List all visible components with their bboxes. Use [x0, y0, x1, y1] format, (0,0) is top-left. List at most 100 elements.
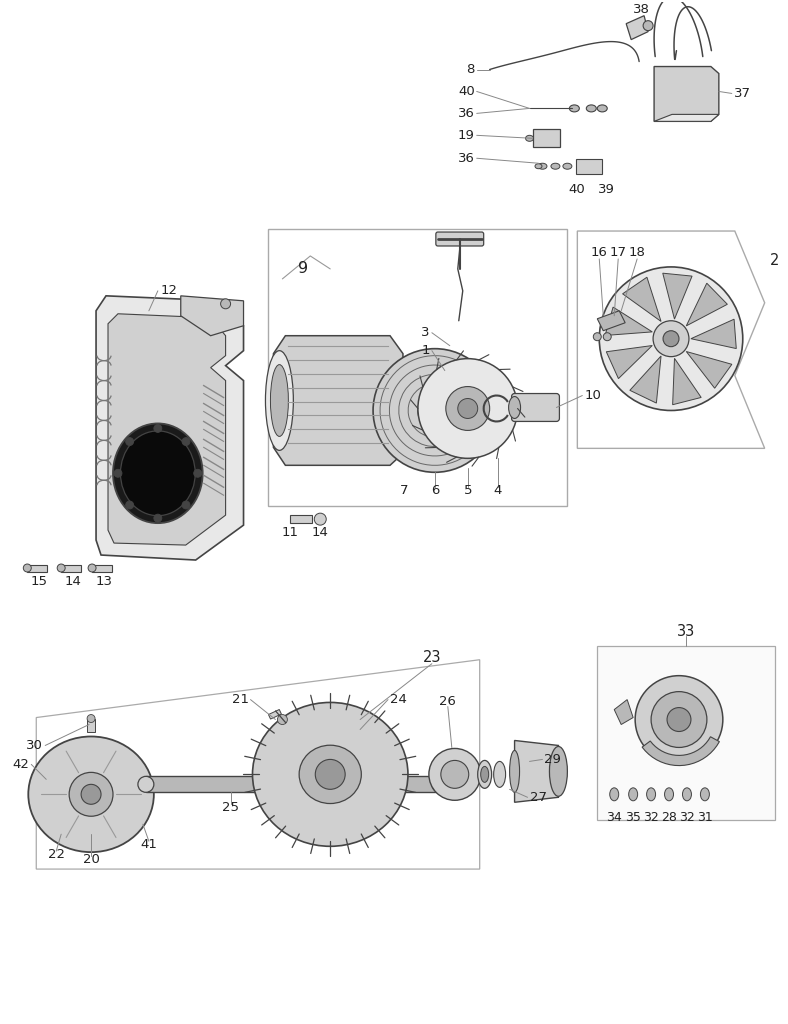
Circle shape — [635, 676, 723, 764]
Text: 26: 26 — [440, 695, 456, 708]
Ellipse shape — [481, 766, 489, 782]
Text: 16: 16 — [591, 247, 608, 259]
Text: 19: 19 — [458, 129, 474, 141]
Polygon shape — [403, 390, 447, 411]
Circle shape — [604, 333, 611, 341]
Ellipse shape — [510, 751, 519, 793]
Circle shape — [446, 386, 489, 430]
Circle shape — [423, 398, 447, 423]
Bar — [576, 160, 602, 174]
Ellipse shape — [270, 365, 288, 436]
Ellipse shape — [432, 776, 448, 793]
Text: 32: 32 — [679, 811, 695, 823]
Text: 27: 27 — [530, 791, 547, 804]
Circle shape — [154, 514, 162, 522]
Circle shape — [88, 564, 96, 572]
Text: 18: 18 — [629, 247, 645, 259]
Ellipse shape — [701, 787, 709, 801]
Polygon shape — [630, 356, 661, 403]
Text: 25: 25 — [222, 801, 239, 814]
Circle shape — [315, 760, 345, 790]
Bar — [61, 565, 81, 572]
Text: 11: 11 — [282, 525, 299, 539]
Ellipse shape — [563, 163, 572, 169]
Polygon shape — [654, 67, 719, 122]
Text: 37: 37 — [734, 87, 751, 100]
Bar — [28, 565, 47, 572]
Bar — [146, 776, 440, 793]
Text: 35: 35 — [625, 811, 641, 823]
Circle shape — [277, 715, 288, 725]
Ellipse shape — [538, 163, 547, 169]
Ellipse shape — [478, 761, 492, 788]
Text: 9: 9 — [299, 261, 308, 276]
Polygon shape — [654, 115, 719, 122]
Ellipse shape — [682, 787, 691, 801]
Polygon shape — [96, 296, 243, 560]
Circle shape — [418, 358, 518, 459]
Text: 2: 2 — [770, 253, 779, 268]
Text: 3: 3 — [422, 327, 430, 339]
Ellipse shape — [266, 350, 293, 451]
Circle shape — [440, 761, 469, 788]
Text: 42: 42 — [13, 758, 29, 771]
Ellipse shape — [549, 746, 567, 797]
Circle shape — [221, 299, 231, 309]
Text: 40: 40 — [458, 85, 474, 98]
Circle shape — [373, 348, 496, 472]
Text: 15: 15 — [31, 575, 48, 589]
Text: 41: 41 — [140, 838, 158, 851]
Ellipse shape — [493, 762, 506, 787]
Text: 5: 5 — [463, 483, 472, 497]
Circle shape — [599, 267, 743, 411]
Circle shape — [314, 513, 326, 525]
Text: 14: 14 — [65, 575, 82, 589]
Circle shape — [87, 715, 95, 723]
Bar — [269, 229, 567, 506]
Text: 22: 22 — [48, 848, 65, 860]
Ellipse shape — [551, 163, 560, 169]
Text: 7: 7 — [400, 483, 408, 497]
Bar — [269, 710, 281, 719]
Text: 6: 6 — [431, 483, 439, 497]
Circle shape — [69, 772, 113, 816]
Circle shape — [458, 398, 478, 419]
Circle shape — [663, 331, 679, 347]
Ellipse shape — [647, 787, 656, 801]
Circle shape — [58, 564, 65, 572]
Ellipse shape — [252, 702, 408, 846]
Text: 36: 36 — [458, 106, 474, 120]
FancyBboxPatch shape — [511, 393, 559, 422]
Bar — [290, 515, 312, 523]
Polygon shape — [606, 345, 652, 379]
Text: 39: 39 — [598, 182, 615, 196]
Text: 32: 32 — [643, 811, 659, 823]
Circle shape — [114, 469, 122, 477]
Text: 4: 4 — [493, 483, 502, 497]
Text: 13: 13 — [95, 575, 113, 589]
Polygon shape — [597, 311, 625, 331]
Ellipse shape — [570, 104, 579, 112]
Ellipse shape — [597, 104, 608, 112]
Circle shape — [653, 321, 689, 356]
Text: 30: 30 — [26, 739, 43, 752]
Ellipse shape — [299, 745, 362, 804]
Bar — [92, 565, 112, 572]
Polygon shape — [180, 296, 243, 336]
Circle shape — [125, 501, 134, 509]
Text: 21: 21 — [232, 693, 248, 707]
Circle shape — [182, 437, 190, 445]
Ellipse shape — [664, 787, 674, 801]
Polygon shape — [691, 319, 736, 348]
Ellipse shape — [121, 431, 195, 516]
Text: 1: 1 — [422, 344, 430, 357]
Circle shape — [182, 501, 190, 509]
Text: 38: 38 — [633, 3, 649, 16]
Ellipse shape — [508, 396, 521, 419]
Polygon shape — [642, 736, 719, 766]
Circle shape — [667, 708, 691, 731]
Bar — [87, 719, 95, 732]
Text: 17: 17 — [610, 247, 626, 259]
Polygon shape — [515, 740, 559, 802]
Ellipse shape — [610, 787, 619, 801]
